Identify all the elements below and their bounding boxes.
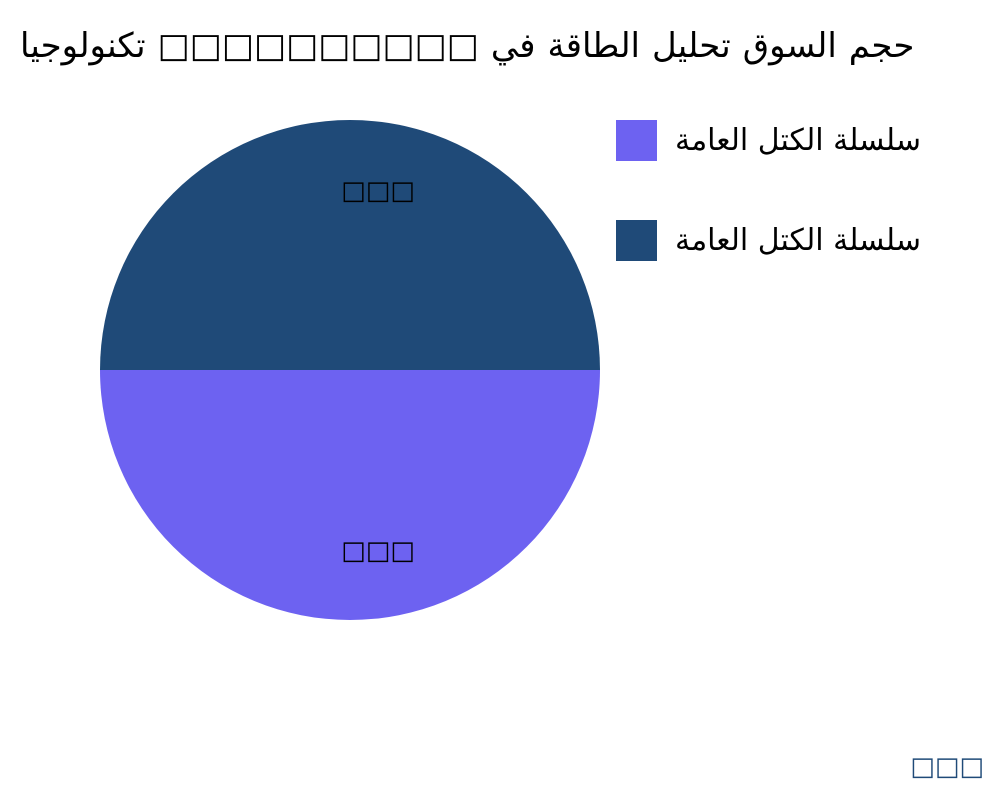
footer-mark: □□□ [910, 752, 984, 782]
title-word: الطاقة [547, 26, 641, 66]
pie-slice-0[interactable] [100, 370, 600, 620]
pie-slice-1[interactable] [100, 120, 600, 370]
legend-item-1[interactable]: سلسلة الكتل العامة [616, 220, 921, 261]
title-word: في [490, 26, 536, 66]
legend-swatch [616, 220, 657, 261]
legend-item-0[interactable]: سلسلة الكتل العامة [616, 120, 921, 161]
title-word: تحليل [652, 26, 731, 66]
title-word: السوق [742, 26, 837, 66]
legend-label: سلسلة الكتل العامة [675, 223, 921, 258]
slice-label-1: □□□ [341, 176, 415, 206]
legend-swatch [616, 120, 657, 161]
title-word: حجم [848, 26, 915, 66]
chart-title: تكنولوجيا □□□□□□□□□□ في الطاقة تحليل الس… [20, 26, 914, 66]
title-word: تكنولوجيا [20, 26, 146, 66]
slice-label-0: □□□ [341, 536, 415, 566]
legend-label: سلسلة الكتل العامة [675, 123, 921, 158]
title-word: □□□□□□□□□□ [157, 26, 479, 66]
